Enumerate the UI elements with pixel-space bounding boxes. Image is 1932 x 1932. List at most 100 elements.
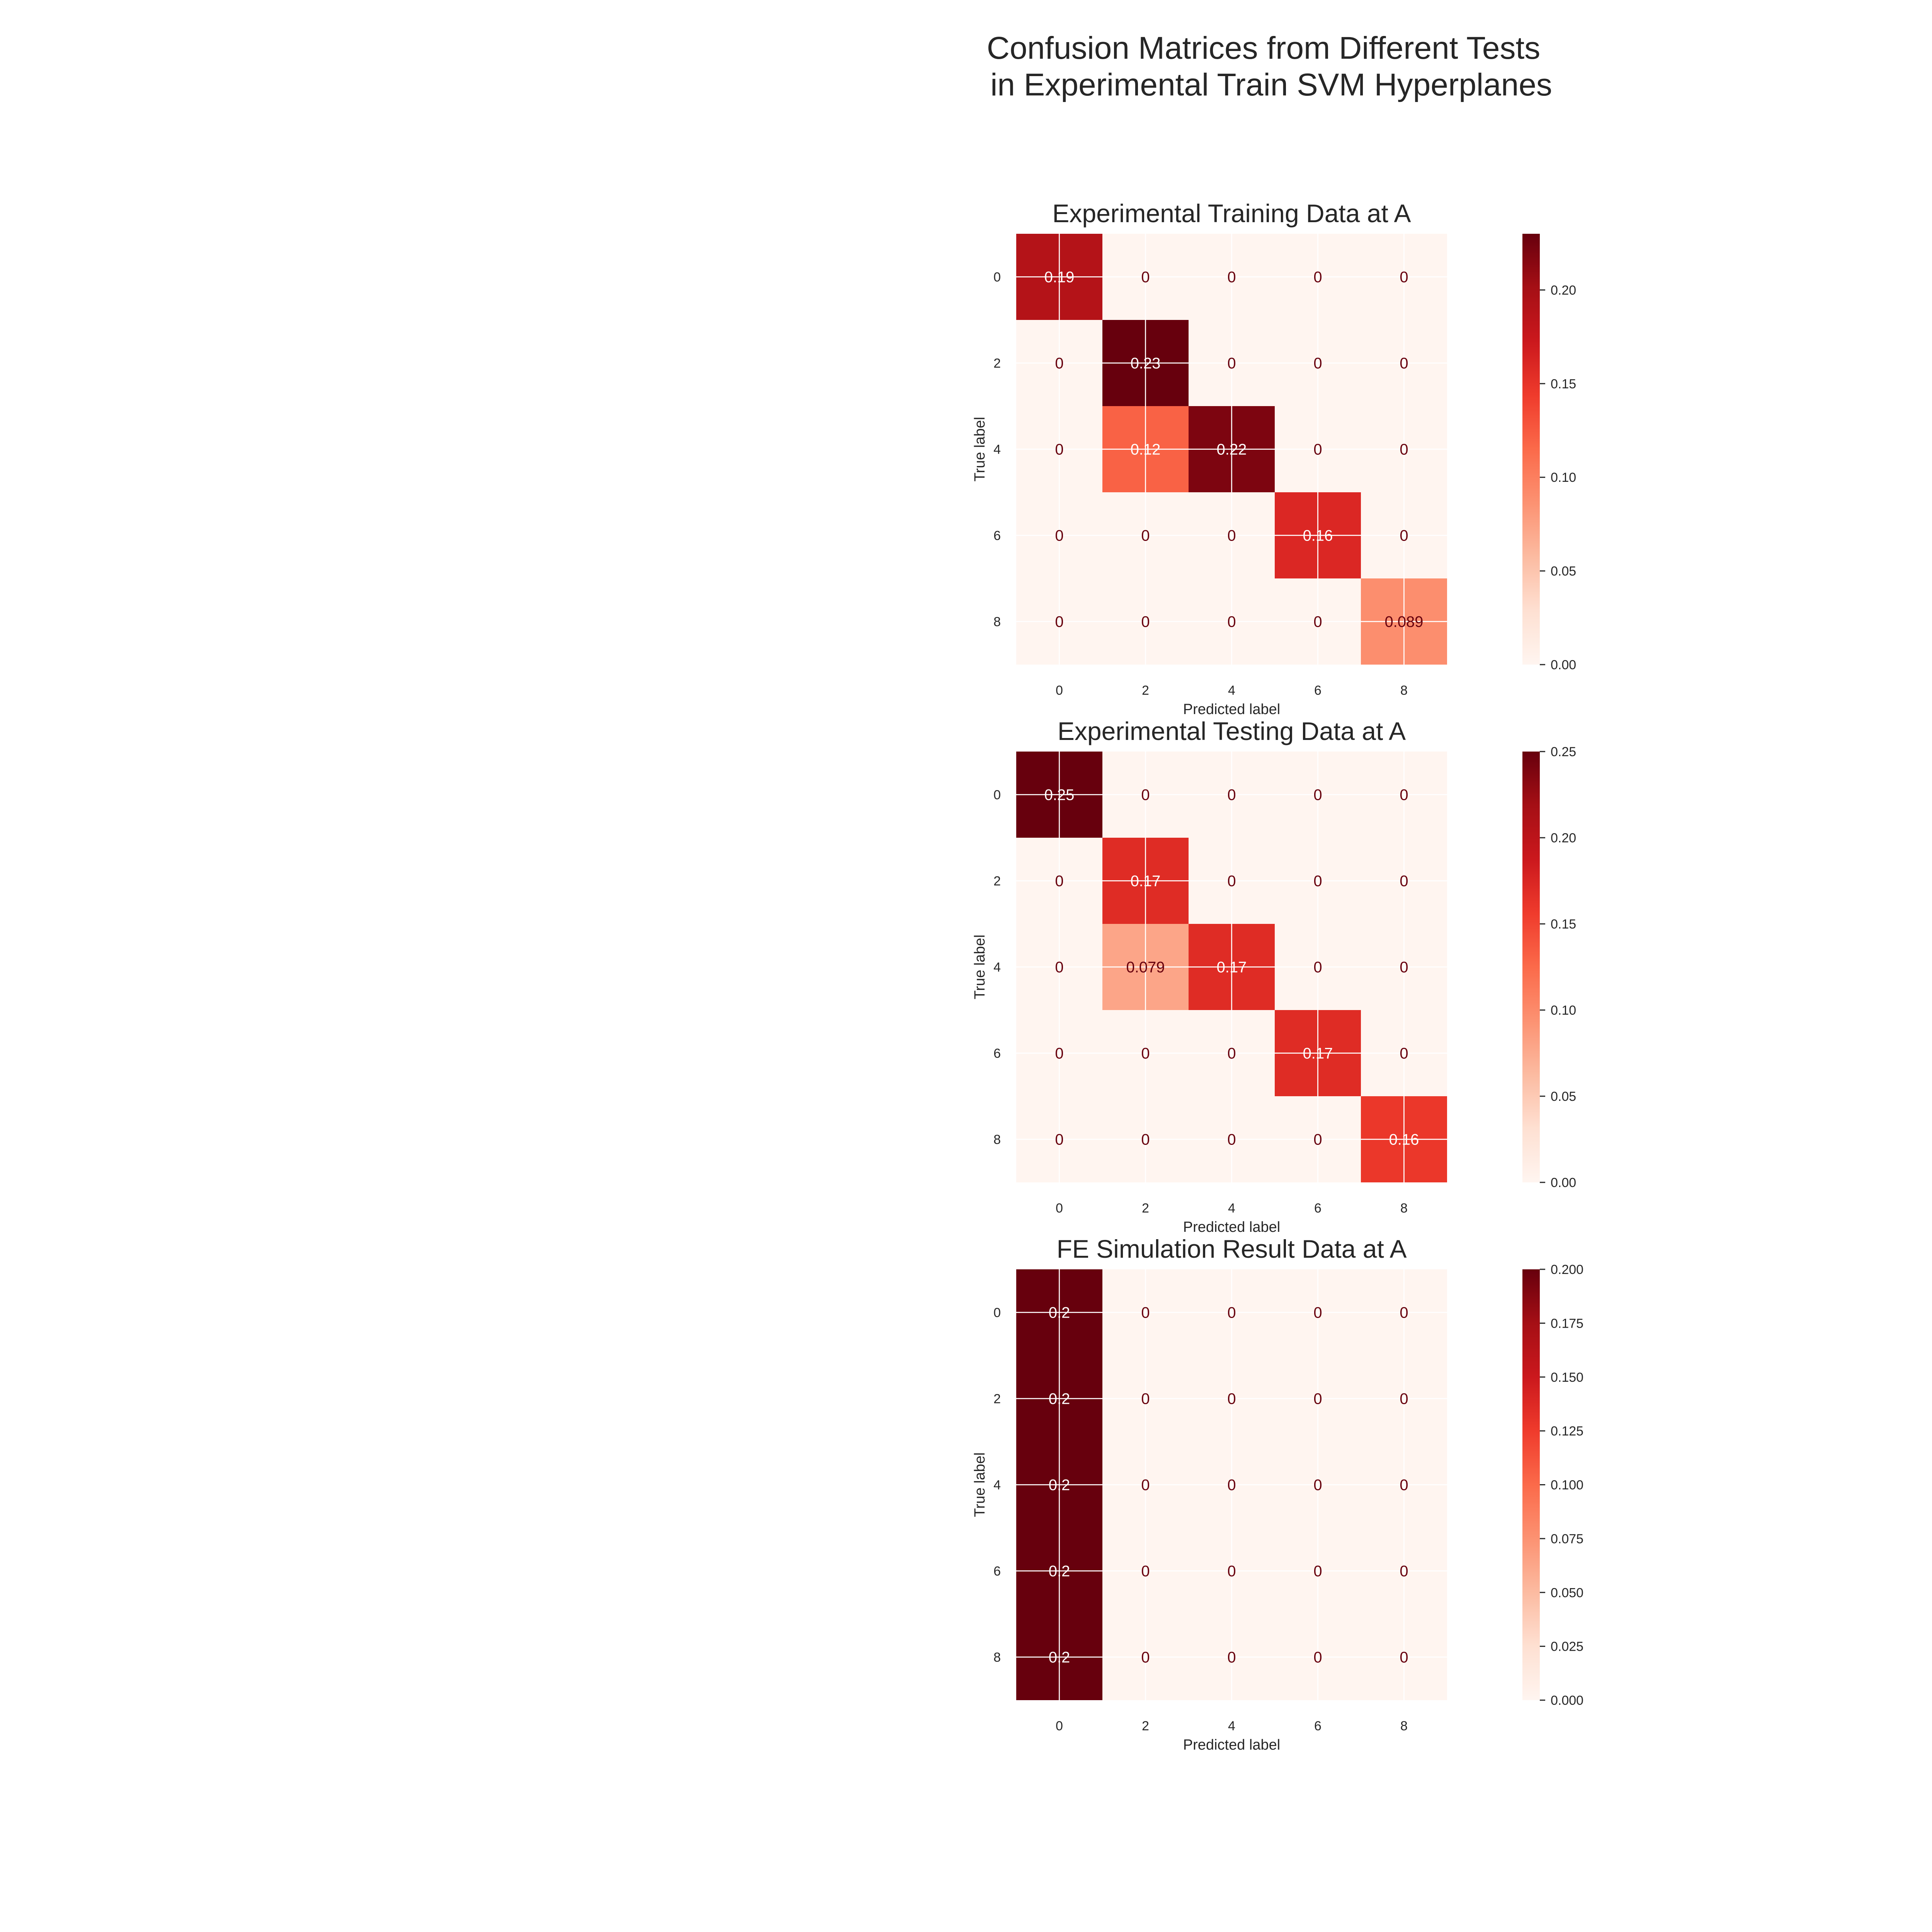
cell-value-label: 0 bbox=[1313, 614, 1322, 631]
x-tick-label: 2 bbox=[1142, 1719, 1149, 1733]
cell-value-label: 0 bbox=[1313, 1477, 1322, 1494]
cell-value-label: 0 bbox=[1227, 873, 1236, 890]
cell-value-label: 0 bbox=[1313, 787, 1322, 804]
colorbar-tick-label: 0.15 bbox=[1551, 917, 1576, 932]
colorbar-tick-label: 0.075 bbox=[1551, 1532, 1583, 1546]
x-tick-label: 6 bbox=[1314, 683, 1321, 698]
cell-value-label: 0 bbox=[1400, 1649, 1408, 1666]
cell-value-label: 0 bbox=[1227, 1391, 1236, 1408]
colorbar-tick-label: 0.15 bbox=[1551, 377, 1576, 391]
cell-value-label: 0 bbox=[1141, 1131, 1150, 1148]
cell-value-label: 0.2 bbox=[1049, 1563, 1070, 1580]
x-axis-label: Predicted label bbox=[1183, 1219, 1280, 1235]
cell-value-label: 0 bbox=[1313, 355, 1322, 372]
cell-value-label: 0.16 bbox=[1303, 527, 1333, 544]
cell-value-label: 0.16 bbox=[1389, 1131, 1419, 1148]
cell-value-label: 0 bbox=[1055, 959, 1063, 976]
y-tick-label: 0 bbox=[993, 270, 1001, 285]
cell-value-label: 0 bbox=[1141, 269, 1150, 286]
colorbar-tick-label: 0.025 bbox=[1551, 1639, 1583, 1654]
colorbar-tick-label: 0.125 bbox=[1551, 1424, 1583, 1439]
colorbar-tick-label: 0.10 bbox=[1551, 470, 1576, 485]
y-axis-label: True label bbox=[972, 935, 988, 1000]
cell-value-label: 0 bbox=[1400, 959, 1408, 976]
cell-value-label: 0 bbox=[1400, 1391, 1408, 1408]
colorbar-tick-label: 0.050 bbox=[1551, 1585, 1583, 1600]
cell-value-label: 0 bbox=[1227, 1131, 1236, 1148]
cell-value-label: 0.17 bbox=[1131, 873, 1161, 890]
x-tick-label: 0 bbox=[1056, 683, 1063, 698]
cell-value-label: 0 bbox=[1227, 527, 1236, 544]
x-tick-label: 6 bbox=[1314, 1201, 1321, 1216]
x-axis-label: Predicted label bbox=[1183, 1737, 1280, 1753]
cell-value-label: 0 bbox=[1055, 614, 1063, 631]
subplot-title: FE Simulation Result Data at A bbox=[1056, 1235, 1406, 1263]
cell-value-label: 0.089 bbox=[1384, 614, 1423, 631]
cell-value-label: 0 bbox=[1141, 1477, 1150, 1494]
cell-value-label: 0 bbox=[1400, 787, 1408, 804]
cell-value-label: 0.17 bbox=[1303, 1045, 1333, 1062]
x-tick-label: 2 bbox=[1142, 683, 1149, 698]
cell-value-label: 0 bbox=[1400, 1304, 1408, 1321]
cell-value-label: 0 bbox=[1227, 614, 1236, 631]
colorbar-tick-label: 0.100 bbox=[1551, 1478, 1583, 1493]
colorbar bbox=[1522, 1269, 1540, 1700]
x-tick-label: 6 bbox=[1314, 1719, 1321, 1733]
cell-value-label: 0.079 bbox=[1126, 959, 1165, 976]
subplot-title: Experimental Testing Data at A bbox=[1058, 717, 1406, 745]
cell-value-label: 0 bbox=[1055, 873, 1063, 890]
colorbar-tick-label: 0.20 bbox=[1551, 283, 1576, 298]
cell-value-label: 0 bbox=[1227, 1649, 1236, 1666]
cell-value-label: 0 bbox=[1313, 1391, 1322, 1408]
colorbar bbox=[1522, 752, 1540, 1182]
y-tick-label: 0 bbox=[993, 788, 1001, 803]
y-axis-label: True label bbox=[972, 417, 988, 482]
figure-title-line-1: Confusion Matrices from Different Tests bbox=[987, 31, 1541, 66]
y-tick-label: 6 bbox=[993, 1046, 1001, 1061]
cell-value-label: 0 bbox=[1141, 1304, 1150, 1321]
cell-value-label: 0 bbox=[1400, 1477, 1408, 1494]
y-tick-label: 4 bbox=[993, 442, 1001, 457]
cell-value-label: 0 bbox=[1227, 787, 1236, 804]
cell-value-label: 0 bbox=[1141, 1649, 1150, 1666]
x-axis-label: Predicted label bbox=[1183, 701, 1280, 718]
cell-value-label: 0 bbox=[1400, 1045, 1408, 1062]
cell-value-label: 0 bbox=[1400, 269, 1408, 286]
cell-value-label: 0 bbox=[1313, 1649, 1322, 1666]
confusion-matrix-2: 0.25 0 0 0 0 0 0.17 0 0 0 0 0.079 0.17 0 0 0 0 0 0.17 0 0 0 0 0… bbox=[972, 717, 1576, 1235]
cell-value-label: 0 bbox=[1227, 1477, 1236, 1494]
cell-value-label: 0.25 bbox=[1044, 787, 1075, 804]
cell-value-label: 0.12 bbox=[1131, 441, 1161, 458]
x-tick-label: 0 bbox=[1056, 1201, 1063, 1216]
cell-value-label: 0 bbox=[1400, 527, 1408, 544]
y-tick-label: 2 bbox=[993, 1392, 1001, 1406]
cell-value-label: 0 bbox=[1141, 614, 1150, 631]
cell-value-label: 0 bbox=[1141, 527, 1150, 544]
cell-value-label: 0 bbox=[1055, 441, 1063, 458]
cell-value-label: 0.22 bbox=[1217, 441, 1247, 458]
cell-value-label: 0 bbox=[1141, 1391, 1150, 1408]
cell-value-label: 0 bbox=[1400, 1563, 1408, 1580]
cell-value-label: 0.2 bbox=[1049, 1391, 1070, 1408]
cell-value-label: 0.23 bbox=[1131, 355, 1161, 372]
cell-value-label: 0 bbox=[1313, 1563, 1322, 1580]
x-tick-label: 8 bbox=[1400, 1719, 1408, 1733]
cell-value-label: 0 bbox=[1055, 527, 1063, 544]
colorbar-tick-label: 0.05 bbox=[1551, 1089, 1576, 1104]
colorbar-tick-label: 0.05 bbox=[1551, 564, 1576, 579]
y-tick-label: 8 bbox=[993, 1133, 1001, 1147]
cell-value-label: 0 bbox=[1400, 441, 1408, 458]
y-tick-label: 6 bbox=[993, 529, 1001, 543]
cell-value-label: 0 bbox=[1141, 787, 1150, 804]
colorbar-tick-label: 0.10 bbox=[1551, 1003, 1576, 1018]
cell-value-label: 0 bbox=[1313, 269, 1322, 286]
x-tick-label: 4 bbox=[1228, 1719, 1235, 1733]
y-tick-label: 8 bbox=[993, 615, 1001, 629]
x-tick-label: 2 bbox=[1142, 1201, 1149, 1216]
y-axis-label: True label bbox=[972, 1452, 988, 1517]
y-tick-label: 2 bbox=[993, 356, 1001, 371]
cell-value-label: 0.2 bbox=[1049, 1304, 1070, 1321]
confusion-matrix-1: 0.19 0 0 0 0 0 0.23 0 0 0 0 0.12 0.22 0 0 0 0 0 0.16 0 0 0 0 0 0… bbox=[972, 199, 1576, 718]
colorbar-tick-label: 0.200 bbox=[1551, 1262, 1583, 1277]
